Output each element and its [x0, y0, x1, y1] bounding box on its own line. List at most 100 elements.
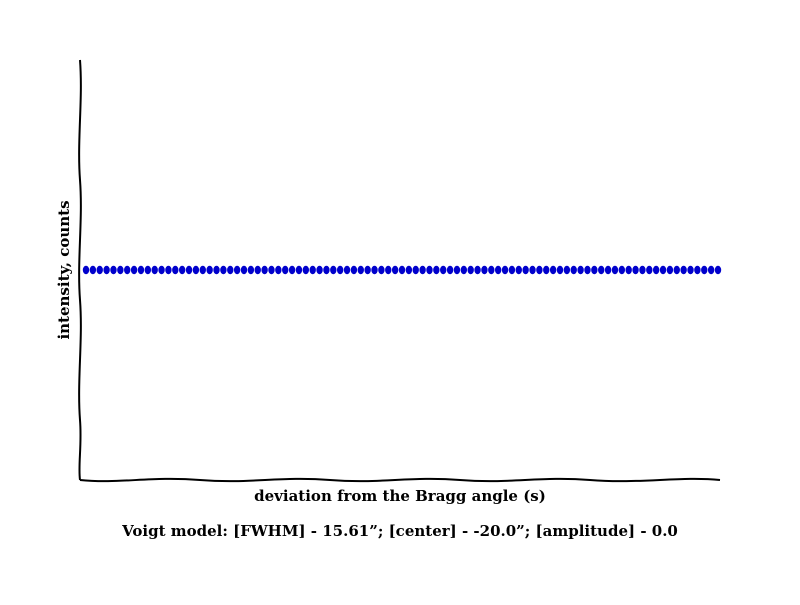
- data-point: [275, 265, 282, 275]
- data-point: [426, 265, 433, 275]
- data-point: [282, 265, 289, 275]
- data-point: [659, 265, 667, 275]
- data-point: [412, 265, 419, 275]
- data-point: [494, 265, 502, 275]
- data-point: [268, 265, 275, 275]
- data-point: [371, 265, 378, 275]
- data-point: [295, 265, 303, 275]
- data-point: [357, 265, 364, 275]
- data-point: [646, 265, 653, 275]
- data-point: [288, 265, 296, 275]
- data-point: [144, 265, 152, 275]
- data-point: [378, 265, 385, 275]
- data-point: [529, 265, 536, 275]
- data-point: [261, 265, 268, 275]
- data-point: [254, 265, 261, 275]
- data-point: [391, 265, 399, 275]
- data-point: [591, 265, 598, 275]
- data-point: [124, 265, 131, 275]
- data-point: [316, 265, 323, 275]
- data-point: [639, 265, 646, 275]
- data-point: [364, 265, 371, 275]
- data-point: [563, 265, 571, 275]
- data-point: [330, 265, 337, 275]
- data-point: [543, 265, 550, 275]
- data-point: [508, 265, 516, 275]
- data-point: [625, 265, 632, 275]
- data-point: [536, 265, 543, 275]
- data-point: [192, 265, 200, 275]
- data-series: [82, 265, 722, 275]
- data-point: [103, 265, 110, 275]
- data-point: [398, 265, 406, 275]
- data-point: [137, 265, 145, 275]
- data-point: [611, 265, 619, 275]
- data-point: [556, 265, 564, 275]
- data-point: [501, 265, 509, 275]
- fit-caption: Voigt model: [FWHM] - 15.61”; [center] -…: [122, 522, 678, 540]
- data-point: [343, 265, 351, 275]
- data-point: [96, 265, 103, 275]
- data-point: [467, 265, 474, 275]
- data-point: [165, 265, 172, 275]
- data-point: [336, 265, 344, 275]
- y-axis-line: [78, 59, 82, 481]
- data-point: [570, 265, 577, 275]
- data-point: [82, 265, 90, 275]
- data-point: [694, 265, 701, 275]
- data-point: [419, 265, 426, 275]
- data-point: [453, 265, 461, 275]
- data-point: [460, 265, 468, 275]
- data-point: [206, 265, 213, 275]
- data-point: [680, 265, 687, 275]
- x-axis-line: [79, 477, 721, 483]
- data-point: [618, 265, 626, 275]
- x-axis-label: deviation from the Bragg angle (s): [254, 487, 546, 505]
- data-point: [652, 265, 660, 275]
- data-point: [130, 265, 138, 275]
- data-point: [227, 265, 234, 275]
- data-point: [522, 265, 529, 275]
- data-point: [440, 265, 447, 275]
- data-point: [584, 265, 591, 275]
- data-point: [515, 265, 522, 275]
- data-point: [687, 265, 694, 275]
- data-point: [117, 265, 124, 275]
- data-point: [446, 265, 454, 275]
- data-point: [213, 265, 220, 275]
- data-point: [701, 265, 708, 275]
- data-point: [666, 265, 674, 275]
- data-point: [178, 265, 186, 275]
- data-point: [172, 265, 179, 275]
- data-point: [405, 265, 413, 275]
- data-point: [577, 265, 584, 275]
- data-point: [233, 265, 241, 275]
- data-point: [240, 265, 248, 275]
- data-point: [707, 265, 715, 275]
- data-point: [323, 265, 330, 275]
- data-point: [474, 265, 481, 275]
- data-point: [488, 265, 495, 275]
- data-point: [185, 265, 193, 275]
- data-point: [433, 265, 440, 275]
- data-point: [199, 265, 206, 275]
- data-point: [598, 265, 605, 275]
- data-point: [89, 265, 97, 275]
- data-point: [714, 265, 722, 275]
- data-point: [309, 265, 316, 275]
- data-point: [481, 265, 488, 275]
- data-point: [673, 265, 680, 275]
- data-point: [302, 265, 310, 275]
- data-point: [220, 265, 227, 275]
- data-point: [110, 265, 117, 275]
- data-point: [158, 265, 165, 275]
- data-point: [604, 265, 612, 275]
- y-axis-label: intensity, counts: [55, 200, 73, 339]
- data-point: [247, 265, 255, 275]
- data-point: [151, 265, 158, 275]
- data-point: [350, 265, 358, 275]
- data-point: [549, 265, 557, 275]
- data-point: [632, 265, 639, 275]
- data-point: [385, 265, 392, 275]
